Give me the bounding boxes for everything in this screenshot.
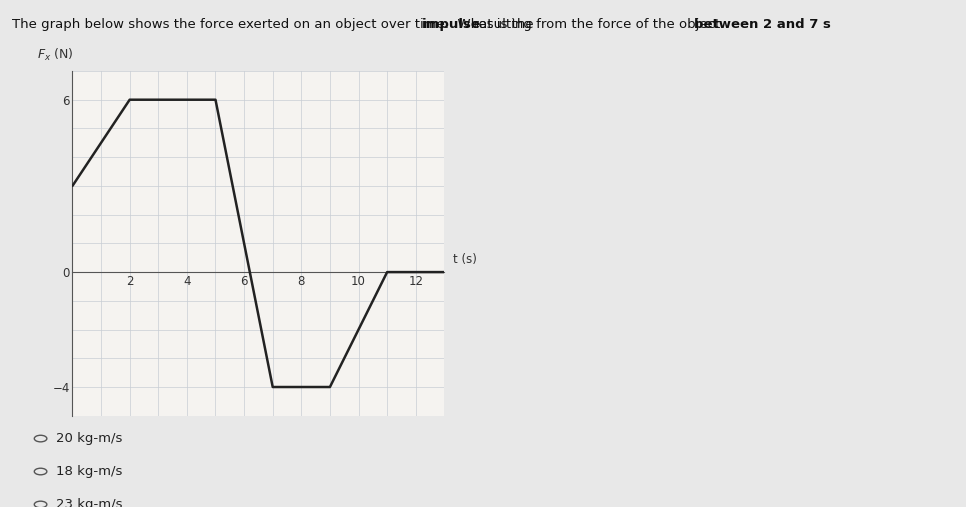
Text: $F_x$ (N): $F_x$ (N) xyxy=(37,47,73,63)
Text: resulting from the force of the object: resulting from the force of the object xyxy=(469,18,724,31)
Text: 23 kg-m/s: 23 kg-m/s xyxy=(56,498,123,507)
Text: t (s): t (s) xyxy=(453,254,477,266)
Text: impulse: impulse xyxy=(422,18,481,31)
Text: The graph below shows the force exerted on an object over time.  What is the: The graph below shows the force exerted … xyxy=(12,18,537,31)
Text: 18 kg-m/s: 18 kg-m/s xyxy=(56,465,123,478)
Text: between 2 and 7 s: between 2 and 7 s xyxy=(694,18,831,31)
Text: 20 kg-m/s: 20 kg-m/s xyxy=(56,432,123,445)
